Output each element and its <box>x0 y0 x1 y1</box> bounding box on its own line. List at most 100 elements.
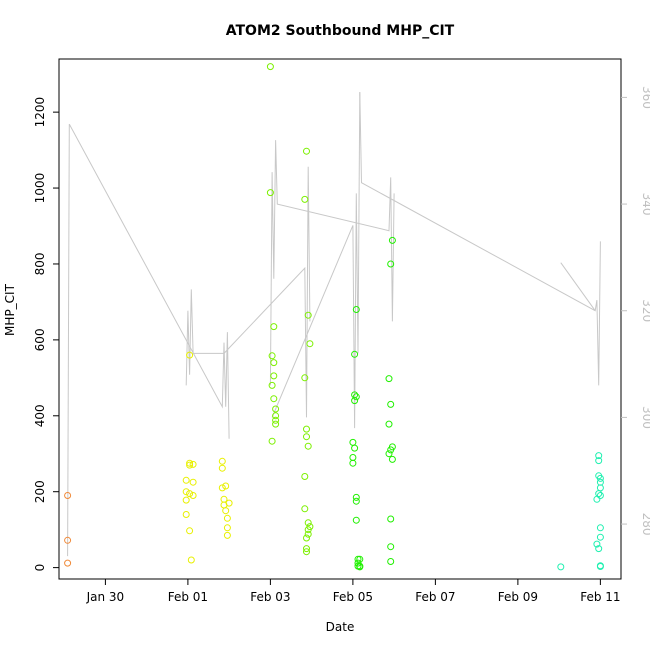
data-point <box>268 352 276 360</box>
data-point <box>223 514 231 522</box>
data-point <box>352 493 360 501</box>
x-tick-label: Feb 09 <box>498 590 538 604</box>
data-point <box>306 340 314 348</box>
data-point <box>387 543 395 551</box>
y-axis-label: MHP_CIT <box>3 283 17 336</box>
y-tick-label: 1000 <box>33 173 47 204</box>
x-tick-label: Feb 01 <box>168 590 208 604</box>
y2-tick-label: 320 <box>640 299 650 322</box>
data-point <box>351 397 359 405</box>
data-point <box>303 534 310 542</box>
data-point <box>270 323 278 331</box>
data-point <box>304 442 312 450</box>
data-point <box>189 492 197 499</box>
data-point <box>352 497 360 505</box>
data-point <box>304 311 312 319</box>
data-point <box>596 492 604 499</box>
secondary-line-segment <box>359 92 601 386</box>
data-point <box>182 488 190 496</box>
data-point <box>268 381 276 389</box>
data-point <box>351 350 359 358</box>
y-tick-label: 1200 <box>33 97 47 128</box>
data-point <box>595 452 603 460</box>
data-point <box>189 478 197 486</box>
plot-frame <box>58 58 622 580</box>
secondary-line-segment <box>223 166 311 418</box>
secondary-line-segment <box>560 262 596 311</box>
data-point <box>218 484 226 492</box>
chart-title: ATOM2 Southbound MHP_CIT <box>226 23 455 39</box>
data-point <box>385 420 393 428</box>
data-point <box>349 459 357 467</box>
data-point <box>182 496 190 504</box>
data-point <box>596 524 604 532</box>
data-point <box>64 559 72 567</box>
y-tick-label: 600 <box>33 328 47 351</box>
y-tick-label: 800 <box>33 253 47 276</box>
data-point <box>301 473 309 480</box>
data-point <box>266 189 274 197</box>
data-point <box>64 492 72 499</box>
data-point <box>385 450 393 458</box>
data-point <box>303 425 310 433</box>
y2-tick-label: 360 <box>640 86 650 109</box>
y-axis: 0 200 400 600 800 1000 1200 <box>33 97 59 572</box>
data-point <box>272 405 280 413</box>
x-tick-label: Feb 07 <box>415 590 455 604</box>
data-point <box>64 536 72 544</box>
data-point <box>301 374 309 382</box>
data-point <box>270 395 278 403</box>
data-point <box>388 236 396 244</box>
data-point <box>388 455 396 463</box>
y2-axis: 280 300 320 340 360 <box>621 86 650 536</box>
data-point <box>593 540 601 548</box>
data-point <box>304 530 312 538</box>
y2-tick-label: 340 <box>640 193 650 216</box>
x-axis-label: Date <box>326 620 355 634</box>
data-point <box>303 545 310 553</box>
data-point <box>218 464 226 472</box>
data-point <box>272 416 280 424</box>
data-point <box>557 563 565 571</box>
data-point <box>301 505 309 513</box>
data-point <box>301 195 309 203</box>
data-point <box>186 527 194 535</box>
data-point <box>186 351 194 359</box>
data-point <box>596 533 604 541</box>
data-point <box>303 548 310 556</box>
data-point <box>385 375 393 383</box>
data-point <box>387 260 395 268</box>
data-point <box>222 507 230 515</box>
data-point <box>596 484 604 492</box>
data-point <box>223 524 231 532</box>
data-point <box>270 359 278 367</box>
data-point <box>270 372 278 380</box>
x-axis: Jan 30 Feb 01 Feb 03 Feb 05 Feb 07 Feb 09 Feb … <box>86 579 621 604</box>
data-point <box>306 523 314 531</box>
x-tick-label: Jan 30 <box>86 590 125 604</box>
secondary-line-segment <box>269 140 395 386</box>
x-tick-label: Feb 05 <box>333 590 373 604</box>
y-tick-label: 0 <box>33 564 47 572</box>
data-point <box>356 563 364 571</box>
data-point <box>222 482 230 490</box>
data-point <box>182 476 190 484</box>
data-point <box>352 393 360 401</box>
data-point <box>189 460 197 468</box>
data-point <box>223 531 231 539</box>
data-point <box>387 515 395 523</box>
data-point <box>303 147 310 155</box>
data-point <box>304 519 312 527</box>
data-point <box>268 437 276 445</box>
y-tick-label: 200 <box>33 480 47 503</box>
data-point <box>387 558 395 565</box>
data-point <box>596 563 604 570</box>
secondary-line-segment <box>67 123 230 557</box>
data-point <box>595 545 603 553</box>
secondary-line-segment <box>185 289 224 386</box>
data-point <box>186 459 194 467</box>
data-point <box>225 499 233 507</box>
data-point <box>356 555 364 563</box>
